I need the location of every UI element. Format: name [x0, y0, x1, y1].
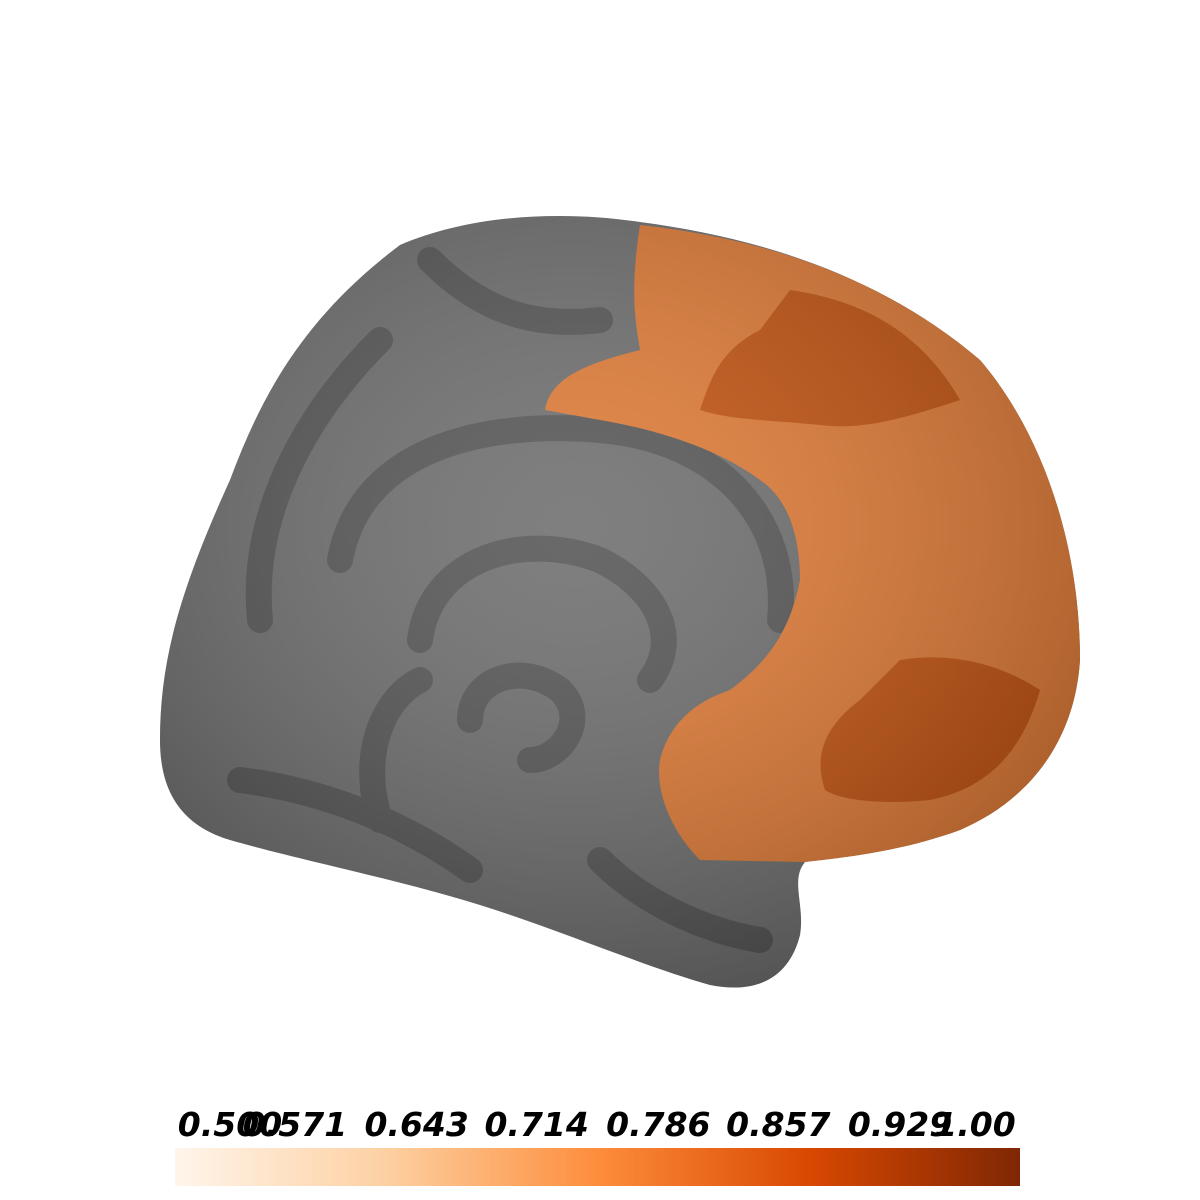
colorbar-tick-label: 0.857	[726, 1105, 830, 1144]
colorbar-gradient	[175, 1148, 1020, 1186]
brain-surface	[160, 215, 1080, 988]
colorbar-tick-label: 0.786	[606, 1105, 710, 1144]
colorbar-tick-label: 0.714	[484, 1105, 588, 1144]
shading	[160, 215, 1080, 988]
colorbar-tick-label: 0.500	[178, 1105, 282, 1144]
colorbar-tick-label: 0.643	[364, 1105, 468, 1144]
colorbar-tick-label: 0.929	[848, 1105, 952, 1144]
colorbar-tick-label: 1.00	[934, 1105, 1015, 1144]
colorbar-tick-label: 0.571	[243, 1105, 347, 1144]
